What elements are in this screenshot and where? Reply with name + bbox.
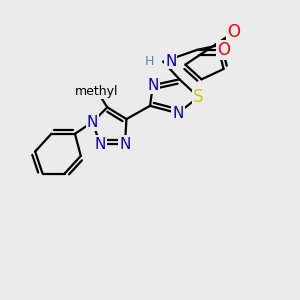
- Text: N: N: [87, 115, 98, 130]
- Text: O: O: [217, 41, 230, 59]
- Text: methyl: methyl: [75, 85, 119, 98]
- Text: methyl: methyl: [97, 90, 102, 91]
- Text: O: O: [227, 23, 240, 41]
- Text: S: S: [193, 88, 204, 106]
- Text: H: H: [145, 55, 154, 68]
- Text: N: N: [165, 54, 176, 69]
- Text: N: N: [147, 78, 159, 93]
- Text: methyl: methyl: [97, 90, 102, 91]
- Text: methyl: methyl: [98, 90, 103, 91]
- Text: N: N: [119, 136, 131, 152]
- Text: methyl: methyl: [98, 88, 102, 89]
- Text: N: N: [94, 136, 106, 152]
- Text: methyl: methyl: [94, 91, 99, 92]
- Text: N: N: [172, 106, 184, 121]
